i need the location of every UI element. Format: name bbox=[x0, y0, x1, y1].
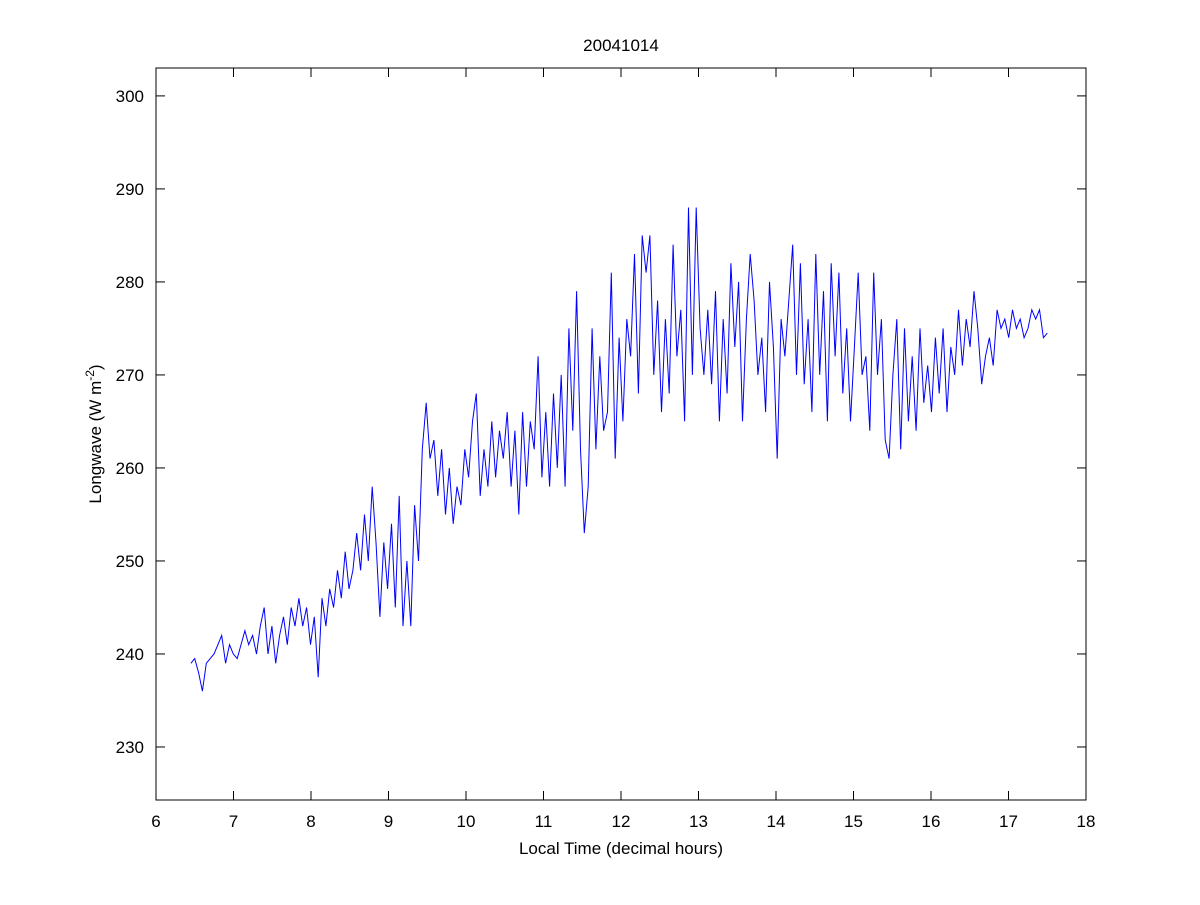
x-axis-label: Local Time (decimal hours) bbox=[519, 839, 723, 858]
x-tick-label: 7 bbox=[229, 812, 238, 831]
y-tick-label: 250 bbox=[116, 552, 144, 571]
y-tick-label: 230 bbox=[116, 738, 144, 757]
y-tick-label: 280 bbox=[116, 273, 144, 292]
plot-area bbox=[156, 68, 1086, 800]
y-axis-label: Longwave (W m-2) bbox=[83, 364, 105, 503]
axes-box bbox=[155, 67, 1087, 801]
x-tick-label: 18 bbox=[1077, 812, 1096, 831]
y-tick-label: 260 bbox=[116, 459, 144, 478]
y-tick-label: 270 bbox=[116, 366, 144, 385]
y-axis-label-close: ) bbox=[86, 364, 105, 370]
y-tick-label: 290 bbox=[116, 180, 144, 199]
series-line bbox=[190, 207, 1048, 692]
y-axis-label-sup: -2 bbox=[83, 370, 97, 381]
x-tick-label: 10 bbox=[457, 812, 476, 831]
x-tick-label: 6 bbox=[151, 812, 160, 831]
chart-title: 20041014 bbox=[583, 36, 659, 55]
x-tick-label: 8 bbox=[306, 812, 315, 831]
x-tick-label: 13 bbox=[689, 812, 708, 831]
x-tick-label: 15 bbox=[844, 812, 863, 831]
y-tick-label: 240 bbox=[116, 645, 144, 664]
x-tick-label: 12 bbox=[612, 812, 631, 831]
x-tick-label: 9 bbox=[384, 812, 393, 831]
x-tick-label: 17 bbox=[999, 812, 1018, 831]
x-tick-label: 14 bbox=[767, 812, 786, 831]
y-axis-label-main: Longwave (W m bbox=[86, 381, 105, 504]
x-tick-label: 11 bbox=[535, 812, 553, 831]
x-tick-label: 16 bbox=[922, 812, 941, 831]
y-tick-label: 300 bbox=[116, 87, 144, 106]
